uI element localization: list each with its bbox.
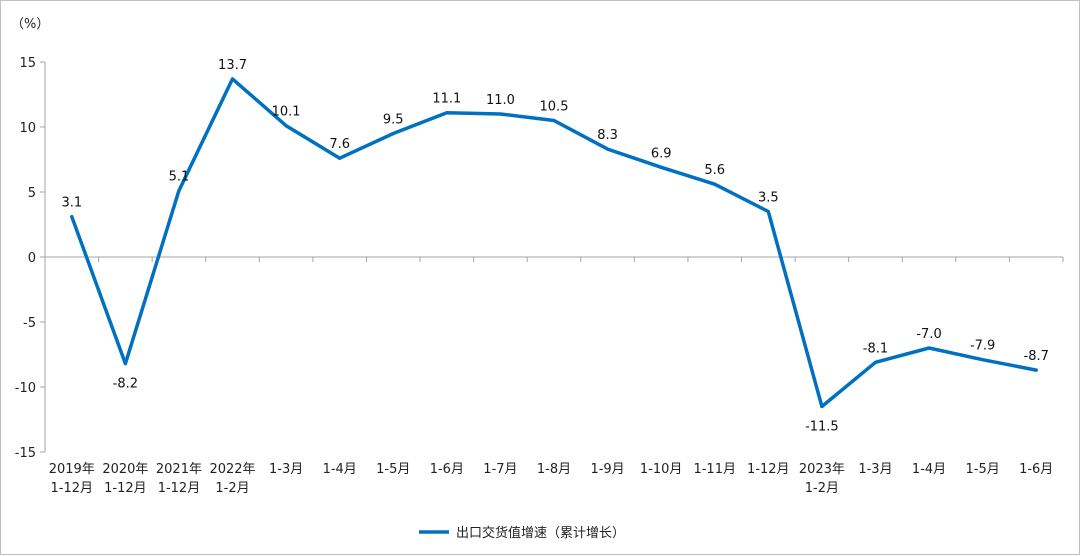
data-label: 10.1 (272, 105, 301, 120)
data-label: 7.6 (329, 137, 350, 152)
y-ticks: 15 10 5 0 -5 -10 -15 (15, 56, 45, 461)
x-tick-label: 1-4月 (323, 462, 357, 477)
data-point (927, 346, 931, 350)
data-point (70, 215, 74, 219)
y-tick-label: -10 (15, 381, 36, 396)
data-point (659, 165, 663, 169)
data-label: -7.9 (970, 339, 995, 354)
x-tick-label: 1-6月 (430, 462, 464, 477)
x-tick-label: 1-6月 (1019, 462, 1053, 477)
x-tick-label: 1-3月 (269, 462, 303, 477)
data-label: -11.5 (805, 420, 839, 435)
x-tick-label: 2022年 (209, 462, 255, 477)
y-unit-label: （%） (11, 17, 49, 32)
data-point (873, 360, 877, 364)
series-line (70, 77, 1038, 409)
data-point (820, 405, 824, 408)
data-label: 11.1 (432, 92, 461, 107)
x-tick-label: 1-5月 (376, 462, 410, 477)
data-label: 3.1 (61, 196, 82, 211)
data-label: 9.5 (383, 113, 404, 128)
data-point (177, 189, 181, 193)
data-point (284, 124, 288, 128)
data-point (981, 358, 985, 362)
data-label: 13.7 (218, 58, 247, 73)
data-point (766, 210, 770, 213)
data-label: -7.0 (916, 327, 941, 342)
x-tick-label: 1-9月 (590, 462, 624, 477)
x-tick-label: 2020年 (102, 462, 148, 477)
data-point (1034, 368, 1038, 372)
data-point (498, 112, 502, 116)
data-point (231, 77, 235, 81)
x-tick-label: 1-2月 (805, 481, 839, 496)
data-label: 8.3 (597, 128, 618, 143)
x-tick-label: 2019年 (49, 462, 95, 477)
data-point (445, 111, 449, 115)
series-group (70, 77, 1038, 409)
y-tick-label: 10 (19, 121, 36, 136)
x-tick-label: 1-11月 (693, 462, 736, 477)
x-tick-label: 1-8月 (537, 462, 571, 477)
data-point (391, 132, 395, 135)
data-label: 3.5 (758, 191, 779, 206)
x-tick-label: 2021年 (156, 462, 202, 477)
x-tick-label: 1-12月 (104, 481, 147, 496)
data-point (713, 182, 717, 186)
y-tick-label: -5 (23, 316, 36, 331)
y-tick-label: 15 (19, 56, 36, 71)
x-tick-label: 1-3月 (858, 462, 892, 477)
data-point (123, 362, 127, 366)
y-tick-label: 0 (28, 251, 36, 266)
x-tick-label: 2023年 (799, 462, 845, 477)
x-tick-label: 1-12月 (747, 462, 790, 477)
x-tick-label: 1-4月 (912, 462, 946, 477)
data-label: -8.7 (1024, 349, 1049, 364)
x-tick-label: 1-10月 (640, 462, 683, 477)
data-label: 11.0 (486, 93, 515, 108)
x-tick-label: 1-12月 (158, 481, 201, 496)
x-tick-label: 1-7月 (483, 462, 517, 477)
data-label: 5.1 (169, 170, 190, 185)
x-tick-label: 1-5月 (966, 462, 1000, 477)
y-tick-label: -15 (15, 446, 36, 461)
data-label: -8.2 (113, 377, 138, 392)
data-label: -8.1 (863, 341, 888, 356)
data-point (338, 156, 342, 160)
data-label: 6.9 (651, 146, 672, 161)
data-label: 10.5 (540, 100, 569, 115)
legend-label: 出口交货值增速（累计增长） (456, 525, 625, 541)
y-tick-label: 5 (28, 186, 36, 201)
x-tick-label: 1-12月 (51, 481, 94, 496)
x-ticks: 2019年 1-12月 2020年 1-12月 2021年 1-12月 2022年 1-2月 1… (44, 257, 1064, 496)
data-point (606, 147, 610, 151)
x-tick-label: 1-2月 (215, 481, 249, 496)
data-label: 5.6 (704, 163, 725, 178)
data-labels: 3.1 -8.2 5.1 13.7 10.1 7.6 9.5 11.1 11.0 10.5 8.3 6… (61, 58, 1048, 435)
legend: 出口交货值增速（累计增长） (419, 525, 625, 541)
data-point (552, 119, 556, 122)
